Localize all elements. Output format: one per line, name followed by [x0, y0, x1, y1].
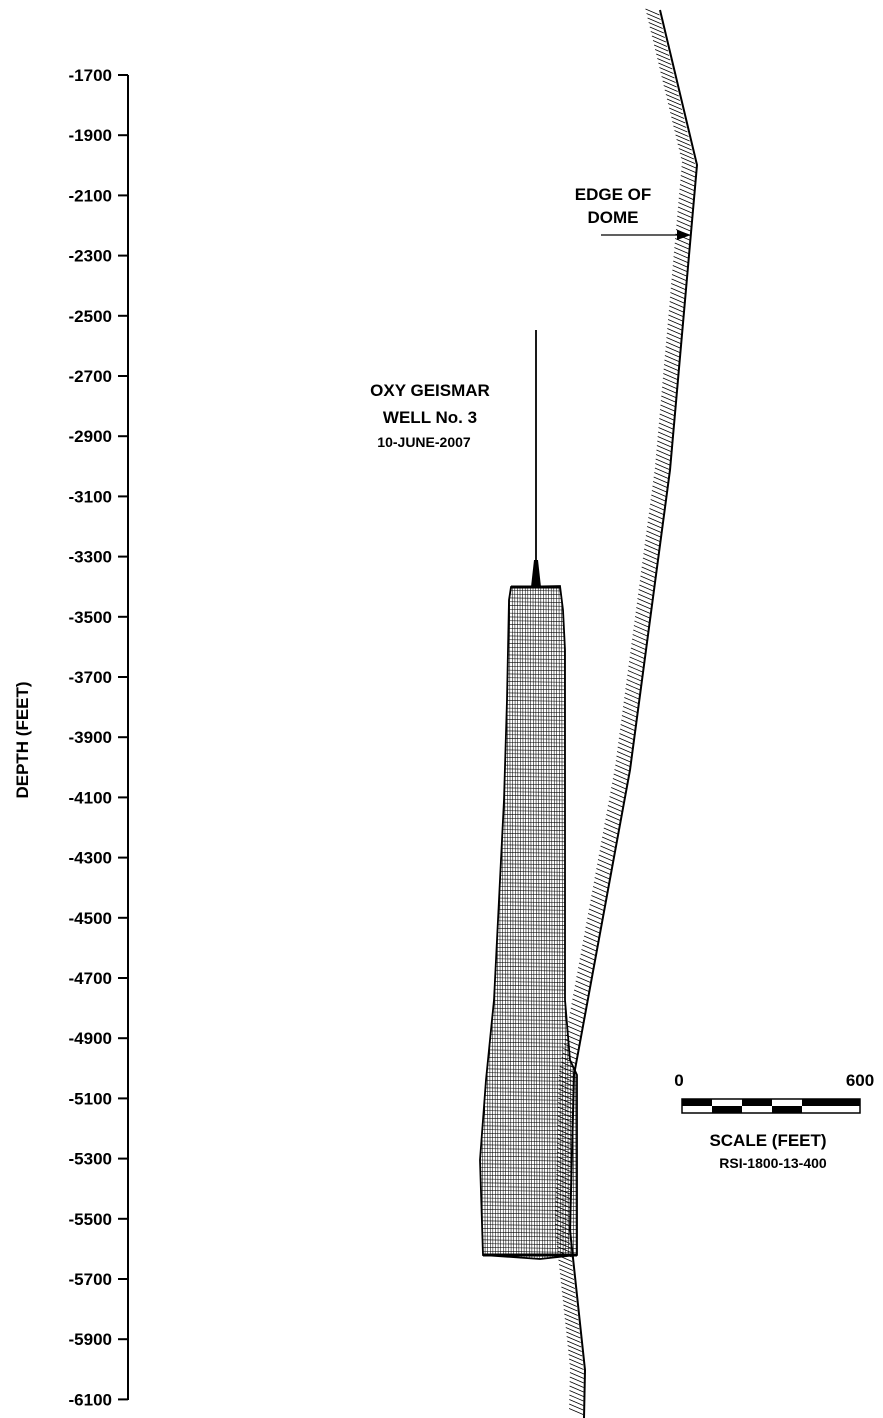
depth-tick-label: -2100: [69, 186, 112, 205]
depth-tick-label: -4500: [69, 909, 112, 928]
depth-tick-label: -3900: [69, 728, 112, 747]
depth-tick-label: -2500: [69, 307, 112, 326]
depth-tick-label: -2900: [69, 427, 112, 446]
edge-of-dome-label-line1: EDGE OF: [575, 185, 652, 204]
edge-of-dome-callout: EDGE OF DOME: [575, 185, 691, 240]
well-survey-date: 10-JUNE-2007: [377, 434, 471, 450]
depth-tick-label: -2300: [69, 247, 112, 266]
depth-tick-label: -4100: [69, 788, 112, 807]
depth-tick-label: -1900: [69, 126, 112, 145]
cavern-outline: [479, 585, 578, 1260]
depth-axis: -1700 -1900 -2100 -2300 -2500 -2700 -2900 -3100…: [13, 66, 129, 1409]
scale-bar-seg-1: [682, 1099, 712, 1106]
edge-of-dome-label-line2: DOME: [588, 208, 639, 227]
edge-of-dome-arrowhead: [677, 230, 691, 240]
depth-tick-label: -5900: [69, 1330, 112, 1349]
depth-tick-label: -3100: [69, 487, 112, 506]
scale-min-label: 0: [674, 1071, 683, 1090]
well-name-line2: WELL No. 3: [383, 408, 477, 427]
depth-tick-label: -3300: [69, 548, 112, 567]
depth-tick-label: -1700: [69, 66, 112, 85]
scale-max-label: 600: [846, 1071, 874, 1090]
depth-tick-label: -4300: [69, 849, 112, 868]
scale-bar: 0 600 SCALE (FEET) RSI-1800-13-400: [674, 1071, 874, 1171]
scale-title: SCALE (FEET): [709, 1131, 826, 1150]
scale-bar-seg-5: [802, 1099, 860, 1106]
depth-tick-label: -5700: [69, 1270, 112, 1289]
scale-code: RSI-1800-13-400: [719, 1155, 827, 1171]
scale-bar-seg-4: [772, 1106, 802, 1113]
depth-tick-label: -5300: [69, 1150, 112, 1169]
cavern-mesh-horizontal-lines: [480, 589, 577, 1257]
scale-bar-seg-2: [712, 1106, 742, 1113]
depth-tick-label: -6100: [69, 1390, 112, 1409]
depth-tick-label: -4700: [69, 969, 112, 988]
depth-tick-label: -4900: [69, 1029, 112, 1048]
depth-tick-label: -2700: [69, 367, 112, 386]
depth-ticks: -1700 -1900 -2100 -2300 -2500 -2700 -2900 -3100…: [69, 66, 128, 1409]
depth-tick-label: -3700: [69, 668, 112, 687]
depth-tick-label: -5100: [69, 1089, 112, 1108]
scale-bar-seg-3: [742, 1099, 772, 1106]
cavern-mesh: [479, 585, 578, 1260]
depth-axis-title: DEPTH (FEET): [13, 681, 32, 798]
well-name-line1: OXY GEISMAR: [370, 381, 490, 400]
well-pipe-taper: [531, 560, 541, 587]
well-pipe: [531, 330, 541, 587]
depth-tick-label: -5500: [69, 1210, 112, 1229]
dome-edge-line: [568, 9, 699, 1418]
depth-tick-label: -3500: [69, 608, 112, 627]
well-label: OXY GEISMAR WELL No. 3 10-JUNE-2007: [370, 381, 490, 450]
